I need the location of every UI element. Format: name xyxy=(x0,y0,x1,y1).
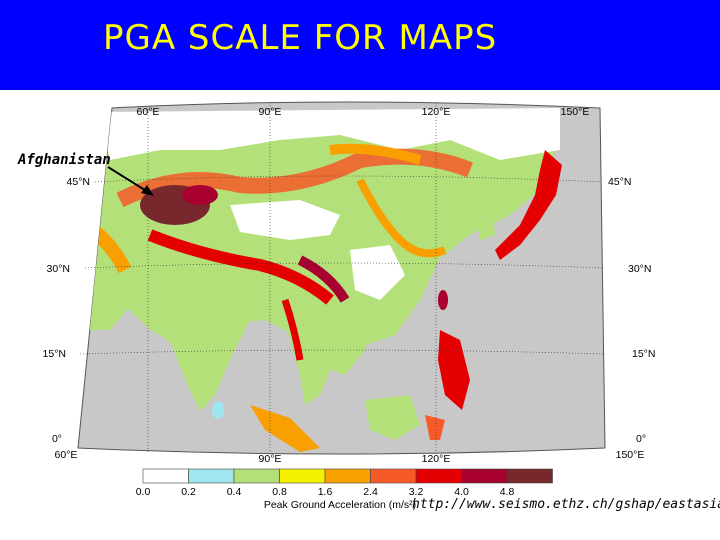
afghanistan-arrow xyxy=(107,166,154,196)
legend-swatch xyxy=(461,468,508,484)
legend-tick-label: 4.0 xyxy=(454,486,469,498)
source-url[interactable]: http://www.seismo.ethz.ch/gshap/eastasia… xyxy=(412,497,720,512)
legend-swatch xyxy=(279,468,326,484)
tick-bottom-120e: 120°E xyxy=(422,453,451,465)
legend-tick-label: 3.2 xyxy=(409,486,424,498)
hazard-belt-mongolia xyxy=(329,143,422,165)
legend-tick-label: 4.8 xyxy=(500,486,515,498)
tick-bottom-90e: 90°E xyxy=(259,453,282,465)
hazard-belt-yunnan xyxy=(297,255,350,303)
tick-bottom-150e: 150°E xyxy=(616,449,645,461)
tick-top-150e: 150°E xyxy=(561,106,590,118)
hazard-belt-china-east xyxy=(356,178,447,258)
land-sumatra xyxy=(250,405,320,452)
pga-legend-scale xyxy=(142,468,553,484)
afghanistan-label: Afghanistan xyxy=(18,152,111,168)
tick-right-15n: 15°N xyxy=(632,348,655,360)
legend-title: Peak Ground Acceleration (m/s²) xyxy=(264,499,416,511)
legend-swatch xyxy=(188,468,235,484)
land-srilanka xyxy=(212,401,224,419)
legend-tick-label: 2.4 xyxy=(363,486,378,498)
land-tarim xyxy=(230,200,340,240)
tick-right-30n: 30°N xyxy=(628,263,651,275)
land-taiwan xyxy=(438,290,448,310)
land-philippines xyxy=(438,330,470,410)
land-plateau xyxy=(350,245,405,300)
legend-swatch xyxy=(415,468,462,484)
land-north xyxy=(100,108,560,160)
legend-tick-label: 0.0 xyxy=(136,486,151,498)
title-bar xyxy=(0,0,720,90)
tick-left-30n: 30°N xyxy=(47,263,70,275)
legend-tick-label: 0.4 xyxy=(227,486,242,498)
legend-swatch xyxy=(142,468,189,484)
land-india xyxy=(135,270,265,410)
map-graticule xyxy=(79,102,605,454)
map-land xyxy=(78,108,562,452)
legend-tick-label: 0.2 xyxy=(181,486,196,498)
hazard-belt-himalaya xyxy=(147,229,334,305)
tick-top-120e: 120°E xyxy=(422,106,451,118)
hazard-hotspot-pamir xyxy=(182,185,218,205)
page-title: PGA SCALE FOR MAPS xyxy=(103,18,498,58)
legend-swatch xyxy=(233,468,280,484)
land-borneo xyxy=(365,395,420,440)
legend-swatch xyxy=(370,468,417,484)
tick-top-90e: 90°E xyxy=(259,106,282,118)
legend-tick-label: 0.8 xyxy=(272,486,287,498)
legend-tick-label: 1.6 xyxy=(318,486,333,498)
tick-right-0: 0° xyxy=(636,433,646,445)
title-banner: PGA SCALE FOR MAPS xyxy=(0,0,720,90)
tick-left-15n: 15°N xyxy=(43,348,66,360)
tick-left-0: 0° xyxy=(52,433,62,445)
land-japan xyxy=(495,150,562,260)
legend-swatch xyxy=(506,468,553,484)
pga-legend-labels: 0.0 0.2 0.4 0.8 1.6 2.4 3.2 4.0 4.8 xyxy=(136,486,515,498)
legend-swatch xyxy=(324,468,371,484)
hazard-belt-myanmar xyxy=(281,298,304,361)
tick-left-45n: 45°N xyxy=(67,176,90,188)
tick-bottom-60e: 60°E xyxy=(55,449,78,461)
land-indochina xyxy=(290,300,370,405)
land-sulawesi xyxy=(425,415,445,440)
land-korea xyxy=(475,200,495,240)
tick-right-45n: 45°N xyxy=(608,176,631,188)
tick-top-60e: 60°E xyxy=(137,106,160,118)
